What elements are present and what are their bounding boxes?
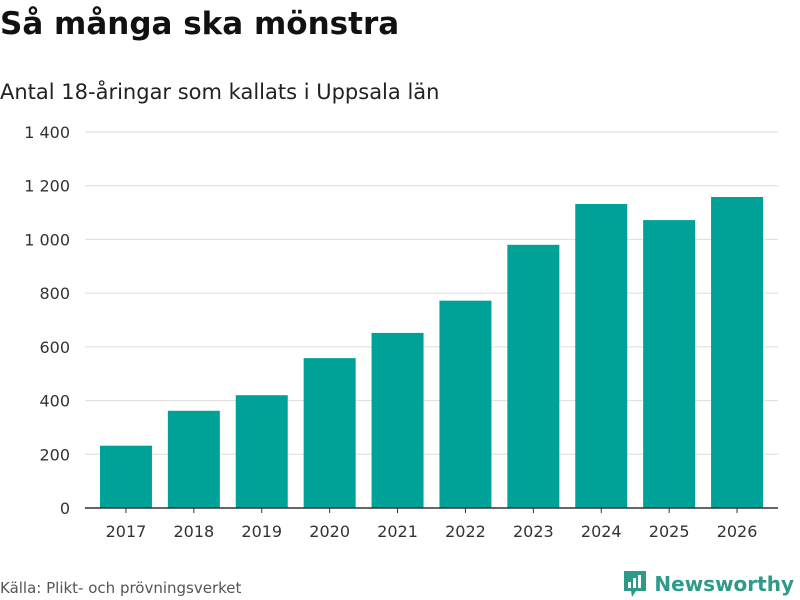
x-tick-label: 2018 (173, 522, 214, 541)
bar-2025 (643, 220, 696, 508)
y-tick-label: 1 400 (24, 123, 70, 142)
newsworthy-logo-icon (624, 571, 647, 597)
bar-chart: 0 200 400 600 800 1 000 1 200 1 400 2017 2018 2019… (24, 123, 778, 541)
brand-logo: Newsworthy (622, 569, 794, 599)
source-note: Källa: Plikt- och prövningsverket (0, 579, 242, 597)
x-tick-label: 2020 (309, 522, 350, 541)
x-tick-label: 2023 (513, 522, 554, 541)
x-tick-label: 2019 (241, 522, 282, 541)
brand-name: Newsworthy (654, 572, 794, 596)
chart-subtitle: Antal 18-åringar som kallats i Uppsala l… (0, 80, 440, 104)
bar-2018 (167, 410, 220, 508)
y-tick-label: 400 (39, 392, 70, 411)
y-tick-label: 1 200 (24, 177, 70, 196)
x-tick-label: 2024 (581, 522, 622, 541)
y-tick-label: 800 (39, 284, 70, 303)
bar-2023 (507, 244, 560, 509)
x-tick-label: 2017 (106, 522, 147, 541)
bar-2024 (575, 203, 628, 508)
x-tick-label: 2021 (377, 522, 418, 541)
chart-title: Så många ska mönstra (0, 6, 400, 42)
bar-2021 (371, 332, 424, 508)
x-tick-label: 2025 (649, 522, 690, 541)
bar-2022 (439, 300, 492, 508)
x-tick-label: 2026 (717, 522, 758, 541)
y-tick-label: 600 (39, 338, 70, 357)
bar-2017 (99, 445, 152, 508)
bar-2020 (303, 358, 356, 508)
y-tick-label: 0 (60, 499, 70, 518)
y-tick-label: 200 (39, 445, 70, 464)
bar-2019 (235, 395, 288, 508)
x-tick-label: 2022 (445, 522, 486, 541)
y-tick-label: 1 000 (24, 230, 70, 249)
bar-2026 (711, 196, 764, 508)
